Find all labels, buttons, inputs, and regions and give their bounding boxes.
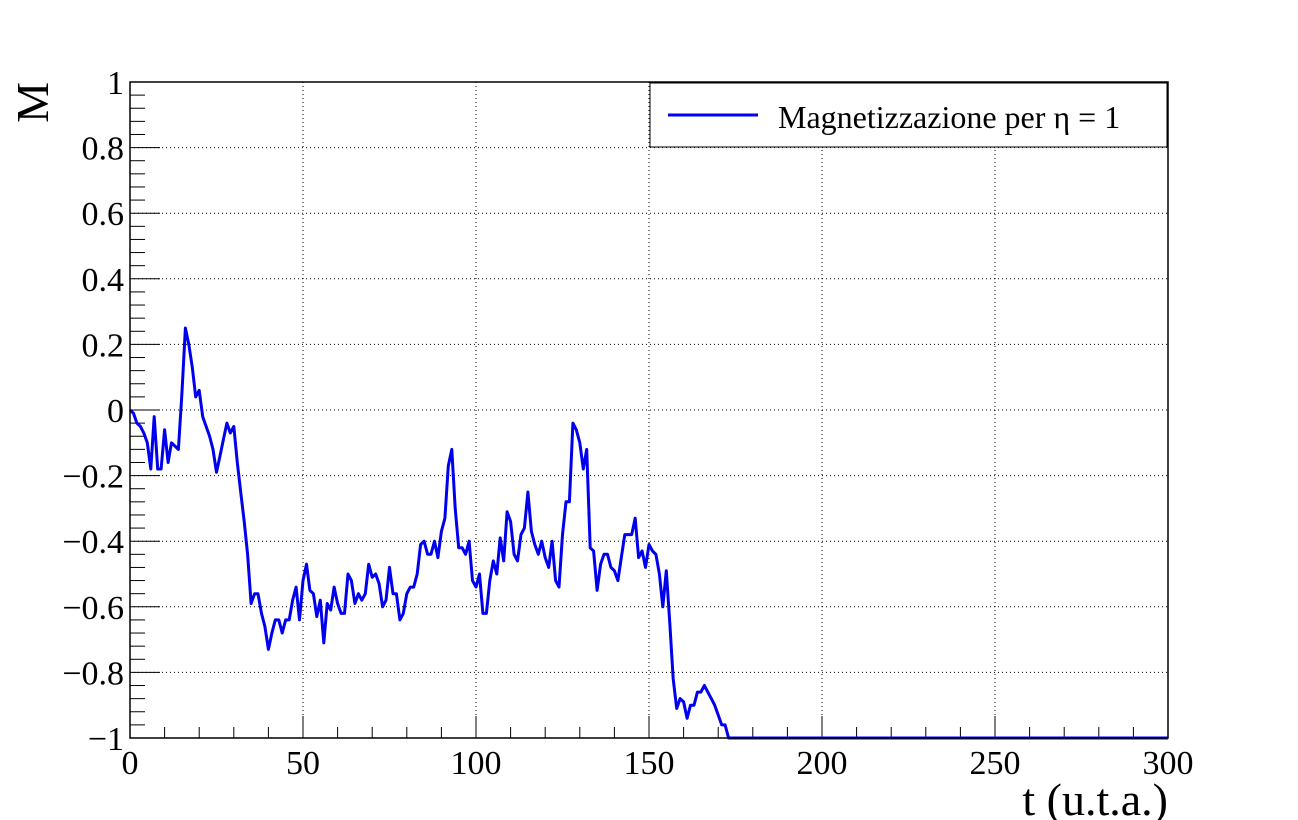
y-tick-label: 0.8 <box>82 131 125 168</box>
x-tick-label: 100 <box>451 745 502 782</box>
x-tick-label: 250 <box>970 745 1021 782</box>
y-tick-label: 0.6 <box>82 196 125 233</box>
x-tick-label: 200 <box>797 745 848 782</box>
x-tick-label: 50 <box>286 745 320 782</box>
y-tick-label: −0.4 <box>62 524 124 561</box>
x-axis-title: t (u.t.a.) <box>1022 774 1168 820</box>
legend-label: Magnetizzazione per η = 1 <box>778 99 1120 135</box>
x-tick-label: 0 <box>122 745 139 782</box>
y-axis-title: M <box>7 82 58 123</box>
y-tick-label: −0.6 <box>62 590 124 627</box>
y-tick-label: 0.4 <box>82 262 125 299</box>
grid-lines <box>130 82 1168 738</box>
y-tick-label: −0.8 <box>62 655 124 692</box>
x-tick-label: 300 <box>1143 745 1194 782</box>
series-line-magnetization <box>128 326 1168 740</box>
y-tick-labels: 1 0.8 0.6 0.4 0.2 0 −0.2 −0.4 −0.6 −0.8 −1 <box>62 65 124 758</box>
y-tick-label: −0.2 <box>62 459 124 496</box>
y-tick-label: 1 <box>107 65 124 102</box>
x-tick-label: 150 <box>624 745 675 782</box>
plot-frame <box>129 81 1169 739</box>
legend: Magnetizzazione per η = 1 <box>649 82 1168 148</box>
y-tick-label: 0 <box>107 393 124 430</box>
x-tick-labels: 0 50 100 150 200 250 300 <box>122 745 1194 782</box>
y-tick-label: 0.2 <box>82 327 125 364</box>
y-tick-label: −1 <box>88 721 124 758</box>
